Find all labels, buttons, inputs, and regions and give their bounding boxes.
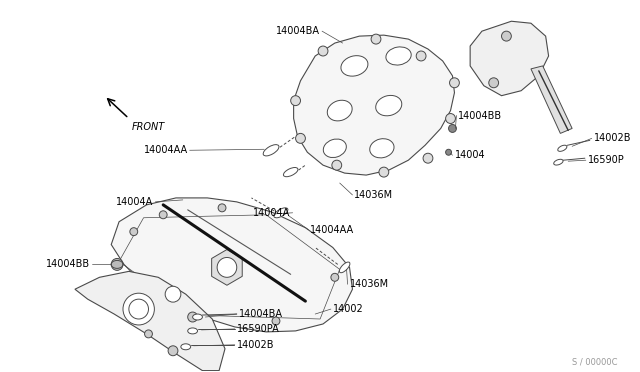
- Circle shape: [218, 204, 226, 212]
- Polygon shape: [212, 250, 242, 285]
- Text: 14004AA: 14004AA: [143, 145, 188, 155]
- Text: 16590P: 16590P: [588, 155, 625, 165]
- Text: 14004A: 14004A: [253, 208, 291, 218]
- Circle shape: [111, 259, 123, 270]
- Circle shape: [165, 286, 181, 302]
- Ellipse shape: [558, 145, 567, 151]
- Ellipse shape: [339, 262, 350, 273]
- Text: 14004BB: 14004BB: [458, 110, 502, 121]
- Ellipse shape: [554, 159, 563, 165]
- Ellipse shape: [386, 47, 412, 65]
- Text: 14036M: 14036M: [349, 279, 388, 289]
- Polygon shape: [75, 271, 225, 371]
- Text: 14002B: 14002B: [237, 340, 275, 350]
- Ellipse shape: [188, 328, 198, 334]
- Circle shape: [445, 149, 451, 155]
- Text: 14004BA: 14004BA: [239, 309, 283, 319]
- Circle shape: [449, 125, 456, 132]
- Text: 14036M: 14036M: [355, 190, 394, 200]
- Circle shape: [416, 51, 426, 61]
- Text: 14002B: 14002B: [594, 133, 631, 143]
- Circle shape: [423, 153, 433, 163]
- Text: 14004: 14004: [454, 150, 485, 160]
- Circle shape: [379, 167, 388, 177]
- Circle shape: [296, 134, 305, 143]
- Circle shape: [272, 317, 280, 325]
- Polygon shape: [111, 198, 353, 332]
- Circle shape: [150, 303, 157, 311]
- Polygon shape: [470, 21, 548, 96]
- Circle shape: [445, 113, 456, 124]
- Circle shape: [217, 257, 237, 277]
- Circle shape: [159, 211, 167, 219]
- Circle shape: [331, 273, 339, 281]
- Ellipse shape: [327, 100, 352, 121]
- Text: 14002: 14002: [333, 304, 364, 314]
- Polygon shape: [294, 35, 454, 175]
- Ellipse shape: [376, 95, 402, 116]
- Text: 14004BB: 14004BB: [45, 259, 90, 269]
- Text: 14004BA: 14004BA: [276, 26, 320, 36]
- Ellipse shape: [323, 139, 346, 158]
- Circle shape: [332, 160, 342, 170]
- Circle shape: [168, 346, 178, 356]
- Text: S / 00000C: S / 00000C: [572, 357, 617, 367]
- Ellipse shape: [263, 145, 279, 156]
- Polygon shape: [531, 66, 572, 134]
- Circle shape: [318, 46, 328, 56]
- Ellipse shape: [341, 56, 368, 76]
- Text: FRONT: FRONT: [132, 122, 165, 132]
- Ellipse shape: [284, 167, 298, 177]
- Circle shape: [130, 228, 138, 235]
- Text: 14004A: 14004A: [116, 197, 154, 207]
- Ellipse shape: [181, 344, 191, 350]
- Circle shape: [502, 31, 511, 41]
- Circle shape: [449, 78, 460, 88]
- Ellipse shape: [274, 208, 288, 218]
- Circle shape: [291, 96, 301, 106]
- Ellipse shape: [193, 314, 202, 320]
- Circle shape: [123, 293, 154, 325]
- Circle shape: [371, 34, 381, 44]
- Circle shape: [489, 78, 499, 88]
- Text: 16590PA: 16590PA: [237, 324, 280, 334]
- Circle shape: [188, 312, 198, 322]
- Ellipse shape: [370, 139, 394, 158]
- Text: 14004AA: 14004AA: [310, 225, 355, 235]
- Circle shape: [145, 330, 152, 338]
